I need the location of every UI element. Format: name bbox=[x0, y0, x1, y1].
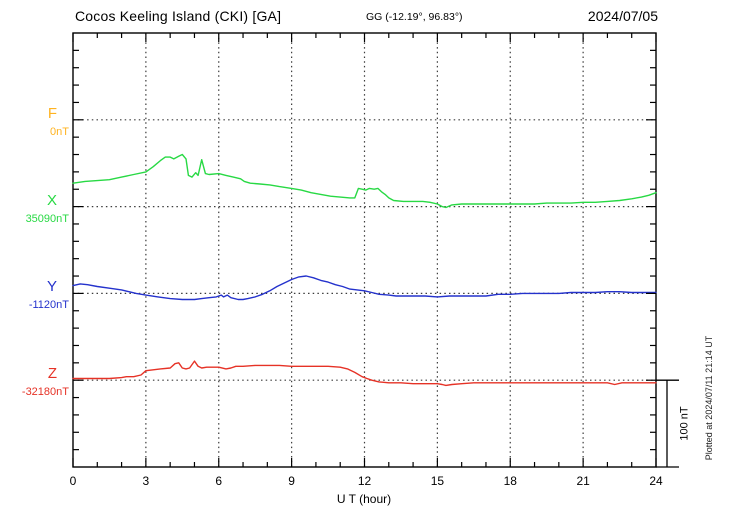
component-baseline-Y: -1120nT bbox=[28, 299, 69, 312]
plotted-at-timestamp: Plotted at 2024/07/11 21:14 UT bbox=[704, 335, 714, 461]
component-label-Z: Z bbox=[47, 365, 57, 383]
x-tick-label: 12 bbox=[357, 474, 372, 488]
geographic-coordinates: GG (-12.19°, 96.83°) bbox=[366, 11, 463, 23]
component-label-Y: Y bbox=[46, 278, 57, 296]
component-baseline-X: 35090nT bbox=[25, 212, 69, 225]
x-tick-label: 9 bbox=[288, 474, 295, 488]
x-tick-label: 15 bbox=[430, 474, 445, 488]
station-title: Cocos Keeling Island (CKI) [GA] bbox=[75, 8, 282, 24]
component-baseline-F: 0nT bbox=[50, 125, 69, 138]
x-tick-label: 3 bbox=[142, 474, 150, 488]
component-label-X: X bbox=[46, 191, 57, 209]
component-baseline-Z: -32180nT bbox=[21, 386, 69, 399]
x-tick-label: 6 bbox=[215, 474, 223, 488]
trace-X bbox=[72, 153, 657, 209]
x-tick-label: 21 bbox=[576, 474, 590, 488]
x-tick-label: 0 bbox=[69, 474, 77, 488]
scale-bar-label: 100 nT bbox=[678, 406, 691, 441]
x-axis-label: U T (hour) bbox=[336, 492, 392, 506]
plot-date: 2024/07/05 bbox=[587, 8, 658, 24]
trace-Y bbox=[72, 275, 657, 301]
component-label-F: F bbox=[47, 104, 57, 122]
x-tick-label: 24 bbox=[649, 474, 663, 488]
x-tick-label: 18 bbox=[503, 474, 517, 488]
trace-Z bbox=[72, 360, 657, 387]
